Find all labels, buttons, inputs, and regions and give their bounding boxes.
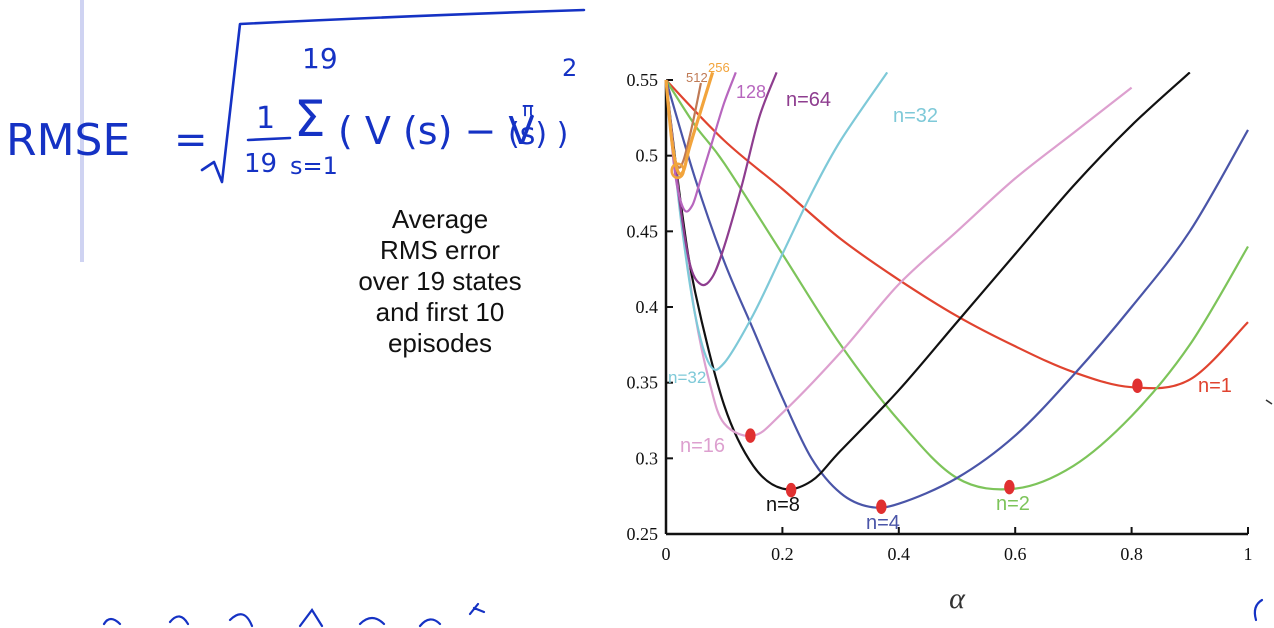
curve-label-n32-min: n=32 — [668, 368, 706, 387]
series-line-n32 — [664, 72, 889, 371]
series-line-n1 — [665, 79, 1249, 390]
series-line-n128 — [664, 72, 737, 213]
minimum-circle — [670, 162, 685, 180]
formula-lhs: RMSE — [6, 115, 130, 166]
curve-label-n4: n=4 — [866, 512, 900, 534]
chart-caption: Average RMS error over 19 states and fir… — [300, 204, 580, 359]
x-tick-label: 0.4 — [888, 544, 911, 564]
formula-body: ( V (s) − V — [338, 109, 534, 153]
series-line-n64 — [664, 72, 778, 287]
minimum-marker — [1132, 378, 1143, 393]
caption-line: and first 10 — [375, 297, 505, 327]
y-tick-label: 0.55 — [627, 70, 659, 90]
sqrt-sign — [200, 8, 586, 184]
curve-label-n8: n=8 — [766, 494, 800, 516]
caption-line: RMS error — [380, 235, 500, 265]
curve-label-n16: n=16 — [680, 435, 725, 457]
x-tick-label: 0 — [662, 544, 671, 564]
curve-label-n64: n=64 — [786, 89, 831, 111]
minimum-marker — [876, 499, 887, 515]
formula-numerator: 1 — [256, 101, 275, 136]
formula-power: 2 — [562, 54, 577, 82]
caption-line: over 19 states — [358, 266, 522, 296]
caption-line: Average — [391, 204, 489, 234]
formula-superscript: π — [522, 97, 534, 121]
sigma-symbol: Σ — [294, 90, 326, 148]
y-tick-label: 0.5 — [636, 146, 659, 166]
formula-sum-upper: 19 — [302, 42, 338, 75]
minimum-marker — [785, 482, 797, 498]
formula-denominator: 19 — [244, 149, 277, 179]
y-tick-label: 0.35 — [627, 373, 659, 393]
y-tick-label: 0.25 — [627, 524, 659, 544]
stray-mark — [1265, 399, 1273, 405]
minimum-marker — [745, 428, 756, 443]
rmse-formula: RMSE = 1 19 19 Σ s=1 ( V (s) − V π (s) )… — [6, 8, 586, 184]
x-tick-label: 1 — [1244, 544, 1253, 564]
x-tick-label: 0.6 — [1004, 544, 1027, 564]
formula-body-end: (s) ) — [508, 117, 568, 152]
minimum-marker — [1004, 479, 1015, 495]
series-line-n2 — [665, 79, 1249, 491]
curve-label-n1: n=1 — [1198, 375, 1232, 397]
x-tick-label: 0.8 — [1120, 544, 1143, 564]
y-tick-label: 0.45 — [627, 221, 659, 241]
formula-sum-lower: s=1 — [290, 152, 338, 180]
fraction-bar — [246, 136, 292, 142]
x-tick-label: 0.2 — [771, 544, 794, 564]
margin-bar — [80, 0, 84, 262]
series-line-n8 — [664, 72, 1191, 491]
y-tick-label: 0.3 — [636, 448, 659, 468]
curve-label-n256: 256 — [708, 60, 730, 75]
series-line-n4 — [664, 79, 1249, 509]
caption-line: episodes — [387, 328, 493, 358]
formula-equals: = — [174, 117, 208, 163]
y-tick-label: 0.4 — [636, 297, 659, 317]
curve-label-n128: 128 — [736, 82, 766, 102]
series-line-n16 — [664, 79, 1133, 438]
handwriting-scribble — [102, 598, 1264, 628]
x-axis-title: α — [949, 582, 966, 615]
curve-label-n32: n=32 — [893, 105, 938, 127]
curve-label-n2: n=2 — [996, 493, 1030, 515]
curve-label-n512: 512 — [686, 70, 708, 85]
